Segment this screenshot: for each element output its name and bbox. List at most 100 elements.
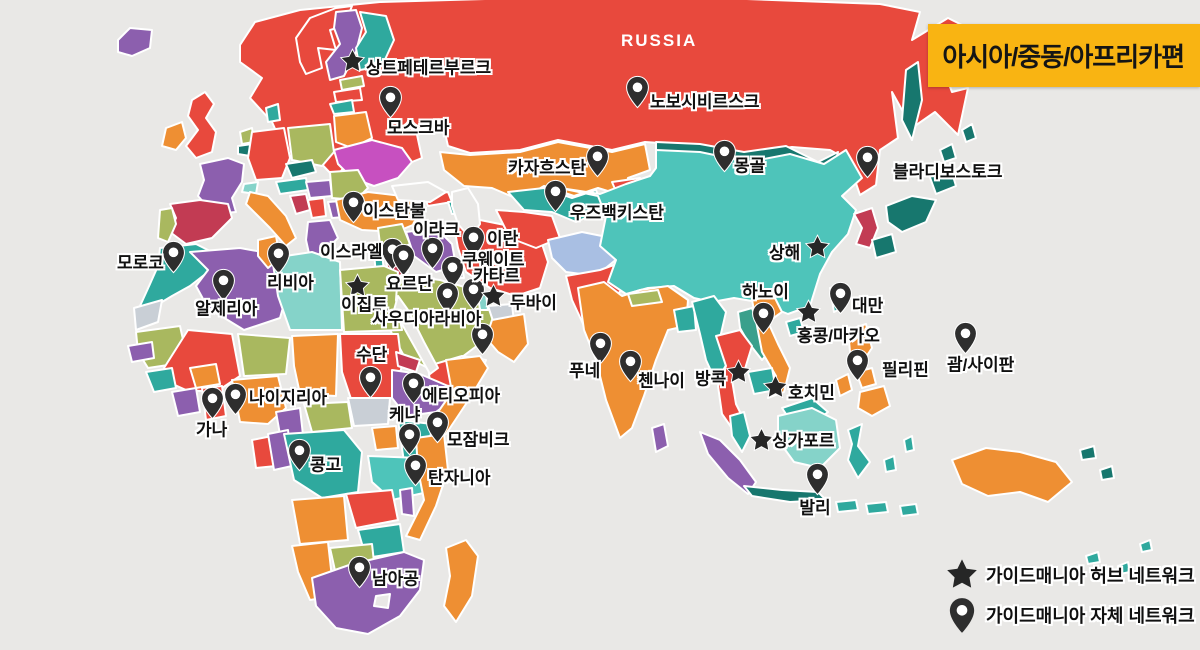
map-pin-mozambique (425, 410, 450, 444)
map-pin-philippines (845, 348, 870, 382)
map-pin-congo (287, 438, 312, 472)
region-sweden (325, 9, 363, 81)
region-malaysia (729, 411, 751, 453)
map-label-mongolia: 몽골 (734, 156, 766, 176)
hub-star-shanghai (804, 233, 831, 261)
map-label-novosibirsk: 노보시비르스크 (650, 92, 760, 112)
region-senegal (127, 341, 155, 363)
map-pin-vladivostok (855, 145, 880, 179)
map-label-ho-chi-minh: 호치민 (788, 383, 835, 403)
sea-red (393, 295, 439, 375)
region-pacific-island-1 (1085, 551, 1101, 565)
hub-star-dubai (480, 282, 507, 310)
map-pin-pune (588, 331, 613, 365)
region-libya (271, 251, 343, 331)
map-label-dubai: 두바이 (510, 293, 557, 313)
region-poland (287, 123, 335, 167)
hub-star-singapore (748, 426, 775, 454)
region-madagascar (443, 539, 479, 623)
legend-row-hub: 가이드매니아 허브 네트워크 (938, 556, 1195, 594)
map-label-shanghai: 상해 (769, 243, 801, 263)
hub-star-st-petersburg (339, 47, 366, 75)
region-korea (853, 207, 879, 249)
map-label-istanbul: 이스탄불 (363, 201, 426, 221)
region-angola (291, 495, 349, 545)
region-chad (291, 333, 339, 397)
map-label-bangkok: 방콕 (695, 369, 727, 389)
region-malawi (399, 487, 415, 517)
map-label-kazakhstan: 카자흐스탄 (508, 158, 587, 178)
region-honshu (885, 195, 937, 233)
legend-row-own: 가이드매니아 자체 네트워크 (938, 596, 1195, 634)
map-pin-istanbul (341, 190, 366, 224)
region-nepal (627, 289, 663, 307)
region-png-island-1 (1079, 445, 1097, 461)
russia-country-label: RUSSIA (621, 31, 698, 50)
map-pin-kenya (397, 422, 422, 456)
hub-star-ho-chi-minh (762, 373, 789, 401)
map-pin-libya (266, 241, 291, 275)
region-western-sahara (133, 299, 163, 331)
map-label-st-petersburg: 상트페테르부르크 (366, 58, 492, 78)
map-pin-novosibirsk (625, 75, 650, 109)
map-label-kenya: 케냐 (389, 405, 421, 425)
own-pin-icon (942, 597, 982, 634)
map-pin-taiwan (828, 281, 853, 315)
map-label-philippines: 필리핀 (882, 360, 929, 380)
region-sakhalin (901, 61, 923, 141)
map-pin-moscow (378, 85, 403, 119)
map-label-singapore: 싱가포르 (772, 431, 835, 451)
map-label-south-africa: 남아공 (372, 569, 419, 589)
map-label-mozambique: 모잠비크 (447, 430, 510, 450)
map-label-saudi-arabia: 사우디아라비아 (372, 309, 482, 329)
title-text: 아시아/중동/아프리카편 (942, 42, 1185, 72)
region-zambia (345, 489, 399, 529)
map-label-libya: 리비아 (267, 273, 314, 293)
region-kuril-1 (939, 143, 957, 163)
map-label-israel: 이스라엘 (320, 242, 383, 262)
region-sri-lanka (651, 423, 669, 453)
map-label-hongkong-macau: 홍콩/마카오 (797, 326, 880, 346)
region-uk (185, 91, 217, 159)
title-banner: 아시아/중동/아프리카편 (928, 24, 1200, 87)
region-sulawesi (847, 423, 871, 479)
region-germany (247, 127, 291, 181)
map-pin-bali (805, 462, 830, 496)
region-south-africa (311, 551, 425, 635)
hub-star-hongkong-macau (795, 298, 822, 326)
region-pacific-island-2 (1117, 561, 1131, 575)
map-label-moscow: 모스크바 (387, 118, 450, 138)
map-pin-sudan (358, 365, 383, 399)
map-label-pune: 푸네 (569, 361, 601, 381)
region-lesser-sunda-2 (865, 501, 889, 515)
map-pin-uzbekistan (543, 179, 568, 213)
map-pin-nigeria (223, 382, 248, 416)
map-pin-mongolia (712, 139, 737, 173)
region-kyushu (871, 233, 897, 259)
map-label-egypt: 이집트 (341, 295, 388, 315)
map-label-hanoi: 하노이 (742, 282, 789, 302)
region-serbia (307, 197, 327, 219)
map-label-congo: 콩고 (310, 455, 342, 475)
map-label-vladivostok: 블라디보스토크 (893, 162, 1003, 182)
map-label-algeria: 알제리아 (195, 299, 258, 319)
map-pin-south-africa (347, 555, 372, 589)
region-lesser-sunda-3 (899, 503, 919, 517)
region-morocco (139, 243, 213, 309)
region-finland (355, 11, 395, 71)
legend-own-label: 가이드매니아 자체 네트워크 (986, 606, 1195, 626)
region-new-guinea (951, 447, 1073, 503)
legend: 가이드매니아 허브 네트워크 가이드매니아 자체 네트워크 (938, 556, 1195, 636)
map-label-ghana: 가나 (196, 420, 228, 440)
map-label-tanzania: 탄자니아 (428, 468, 491, 488)
hub-star-bangkok (725, 358, 752, 386)
region-maluku-2 (903, 435, 915, 453)
map-pin-israel (380, 237, 405, 271)
region-latvia (333, 87, 363, 103)
map-label-sudan: 수단 (356, 345, 388, 365)
region-guinea (145, 367, 177, 393)
map-label-jordan: 요르단 (386, 274, 433, 294)
region-mindanao (857, 385, 891, 417)
